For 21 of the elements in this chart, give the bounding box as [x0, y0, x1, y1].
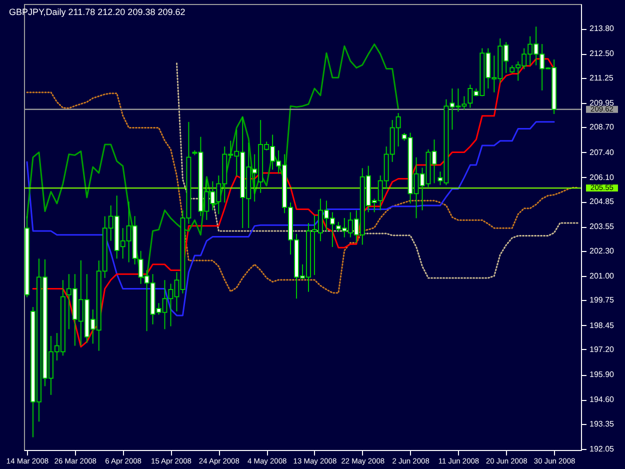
y-tick-label: 204.85	[590, 197, 615, 206]
y-tick-label: 192.05	[590, 444, 615, 454]
line-series	[26, 92, 579, 294]
line-series	[26, 121, 555, 316]
y-tick-label: 209.95	[590, 98, 615, 108]
y-tick-label: 197.20	[590, 344, 615, 354]
y-tick-label: 211.25	[590, 73, 614, 82]
y-tick-label: 201.00	[590, 272, 615, 281]
y-tick-label: 193.35	[590, 419, 615, 428]
y-tick-label: 195.90	[590, 370, 615, 380]
y-tick-label: 199.75	[590, 296, 615, 305]
y-tick-label: 194.60	[590, 395, 615, 404]
y-tick-label: 202.30	[590, 246, 615, 256]
y-tick-label: 203.55	[590, 222, 615, 232]
y-tick-label: 213.80	[590, 24, 615, 34]
y-tick-label: 198.45	[590, 320, 615, 330]
y-tick-label: 207.40	[590, 148, 615, 157]
y-tick-label: 212.50	[590, 49, 615, 58]
y-tick-label: 208.70	[590, 122, 615, 132]
line-series	[176, 62, 579, 279]
y-tick-label: 206.10	[590, 172, 615, 182]
